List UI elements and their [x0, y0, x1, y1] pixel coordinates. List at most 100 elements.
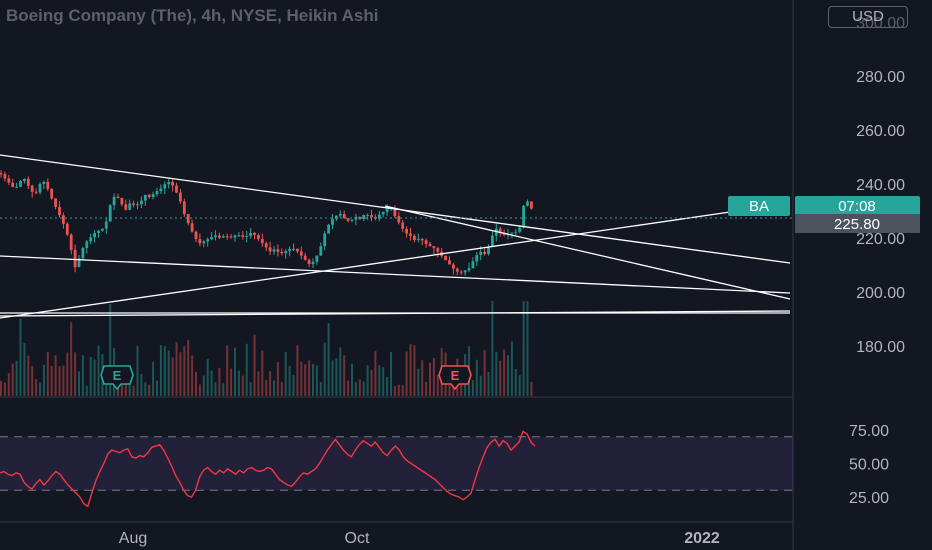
time-tick-label: 2022	[684, 530, 720, 547]
candle-body	[370, 215, 373, 218]
candle-body	[401, 222, 405, 229]
candle-body	[358, 216, 362, 219]
candle-body	[38, 184, 42, 193]
candle-body	[522, 205, 525, 228]
rsi-tick-label: 25.00	[849, 490, 889, 507]
volume-bar	[144, 382, 147, 396]
candle-body	[58, 206, 61, 216]
currency-selector[interactable]: USD	[828, 6, 908, 28]
volume-bar	[241, 375, 244, 396]
price-tick-label: 280.00	[856, 69, 905, 86]
candle-body	[467, 268, 471, 271]
volume-bar	[471, 380, 474, 396]
volume-bar	[70, 322, 73, 396]
volume-bar	[436, 375, 439, 396]
candle-body	[202, 241, 206, 244]
volume-bar	[93, 359, 96, 396]
volume-bar	[163, 346, 166, 396]
candle-body	[315, 255, 319, 262]
volume-bar	[206, 359, 209, 396]
candle-body	[471, 261, 475, 269]
last-price-box	[795, 214, 920, 233]
candle-body	[405, 228, 408, 234]
candle-body	[268, 247, 272, 252]
volume-bar	[522, 301, 525, 396]
volume-bar	[11, 363, 14, 396]
candle-body	[241, 235, 245, 237]
volume-bar	[249, 382, 252, 396]
volume-bar	[397, 384, 400, 396]
earnings-marker: E	[438, 365, 472, 391]
price-tick-label: 220.00	[856, 231, 905, 248]
candle-body	[0, 173, 3, 175]
volume-bar	[347, 380, 350, 396]
price-axis[interactable]: 300.00280.00260.00240.00220.00200.00180.…	[849, 15, 905, 507]
volume-bar	[421, 360, 424, 396]
volume-bar	[432, 357, 435, 396]
candle-body	[475, 254, 479, 262]
candle-body	[97, 230, 100, 234]
symbol-label-text: BA	[749, 198, 769, 215]
candle-body	[448, 260, 451, 265]
volume-bar	[495, 351, 498, 396]
candle-body	[42, 181, 46, 184]
earnings-marker: E	[100, 365, 134, 391]
volume-bar	[230, 368, 233, 396]
candle-body	[128, 203, 132, 210]
chart-title: Boeing Company (The), 4h, NYSE, Heikin A…	[6, 6, 379, 25]
candle-body	[34, 191, 38, 193]
trendline-drawings[interactable]	[0, 154, 793, 319]
candle-body	[229, 236, 233, 238]
candle-body	[190, 223, 194, 232]
volume-bar	[300, 361, 303, 396]
candle-body	[498, 228, 502, 233]
time-axis[interactable]: Aug Oct 2022	[119, 530, 720, 547]
volume-bar	[366, 365, 369, 396]
candle-body	[272, 249, 276, 252]
volume-bar	[417, 368, 420, 396]
candle-body	[459, 271, 463, 273]
volume-bar	[499, 360, 502, 396]
volume-bar	[66, 352, 69, 396]
candle-body	[296, 248, 299, 252]
volume-bar	[405, 351, 408, 396]
volume-bar	[187, 339, 190, 396]
volume-bar	[327, 323, 330, 396]
candle-body	[307, 259, 311, 265]
volume-bar	[54, 355, 57, 396]
volume-bar	[62, 365, 65, 396]
candle-body	[89, 237, 93, 242]
volume-bar	[276, 362, 279, 396]
rsi-band-fill	[0, 436, 793, 491]
earnings-marker-shape	[100, 365, 134, 391]
volume-bar	[280, 382, 283, 396]
candle-body	[65, 223, 69, 235]
rsi-polyline	[0, 430, 536, 508]
trendline	[0, 255, 791, 294]
candle-body	[237, 235, 241, 237]
candle-body	[30, 185, 34, 192]
candle-body	[77, 258, 81, 268]
volume-bar	[31, 365, 34, 396]
candle-body	[15, 186, 18, 188]
rsi-tick-label: 75.00	[849, 423, 889, 440]
volume-bar	[74, 352, 77, 396]
symbol-label: BA	[728, 196, 790, 216]
rsi-line	[0, 430, 536, 508]
last-price-label: 225.80	[795, 214, 920, 233]
candle-body	[428, 243, 432, 247]
rsi-band	[0, 436, 793, 491]
candle-body	[167, 182, 171, 185]
candle-body	[346, 218, 350, 221]
earnings-marker-label: E	[113, 368, 122, 383]
volume-bar	[308, 360, 311, 396]
candle-body	[54, 198, 57, 207]
candle-body	[338, 214, 342, 216]
candle-body	[101, 228, 104, 231]
candle-body	[284, 251, 288, 254]
volume-bar	[503, 349, 506, 396]
candle-body	[140, 200, 143, 205]
volume-bar	[81, 355, 84, 396]
